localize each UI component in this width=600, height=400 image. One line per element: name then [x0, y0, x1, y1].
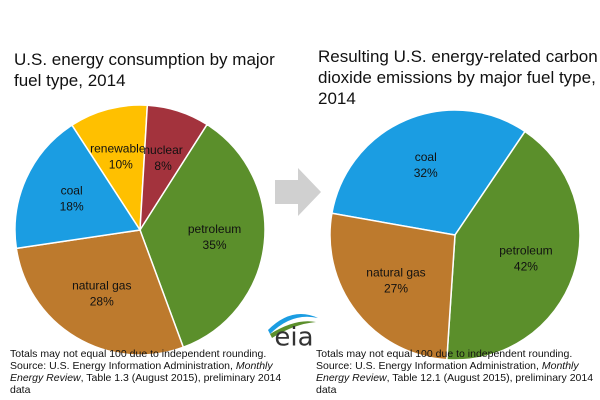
footnote-text: , Table 1.3 (August 2015), preliminary 2… [10, 372, 282, 396]
value-label: 35% [203, 238, 227, 252]
pie-slice [70, 104, 149, 233]
footnote-text: Monthly Energy Review [10, 360, 273, 384]
value-label: 10% [109, 158, 133, 172]
value-label: 28% [90, 295, 114, 309]
footnote-text: , Table 12.1 (August 2015), preliminary … [316, 372, 594, 396]
arrow [275, 168, 321, 216]
logo-swoosh [270, 321, 316, 338]
pie-slice [139, 123, 266, 349]
slice-label: coal [415, 150, 437, 164]
slice-label: petroleum [499, 243, 552, 257]
footnote-text: Totals may not equal 100 due to independ… [10, 348, 267, 360]
slice-label: natural gas [366, 265, 425, 279]
chart-title: Resulting U.S. energy-related carbon dio… [318, 47, 598, 108]
slice-label: renewables [90, 142, 151, 156]
logo-swoosh [268, 314, 318, 334]
logo: eia [268, 314, 318, 353]
footnote: Totals may not equal 100 due to independ… [10, 348, 295, 396]
footnote-text: Source: U.S. Energy Information Administ… [10, 360, 236, 372]
slice-label: petroleum [188, 222, 241, 236]
pie-slice [331, 109, 527, 236]
value-label: 27% [384, 281, 408, 295]
footnote-text: Source: U.S. Energy Information Administ… [316, 360, 542, 372]
slice-label: natural gas [72, 279, 131, 293]
pie-slice [15, 229, 185, 356]
chart-title: U.S. energy consumption by major fuel ty… [14, 50, 275, 90]
footnote-text: Totals may not equal 100 due to independ… [316, 348, 573, 360]
logo-text: eia [274, 323, 313, 353]
pie-slice [14, 124, 142, 250]
pie-slice [329, 212, 456, 361]
slice-label: coal [61, 183, 83, 197]
value-label: 32% [414, 166, 438, 180]
footnote: Totals may not equal 100 due to independ… [316, 348, 596, 396]
slice-label: nuclear [143, 143, 182, 157]
footnote-text: Monthly Energy Review [316, 360, 579, 384]
pie-slice [446, 130, 581, 361]
value-label: 18% [60, 199, 84, 213]
value-label: 8% [154, 159, 172, 173]
value-label: 42% [514, 259, 538, 273]
